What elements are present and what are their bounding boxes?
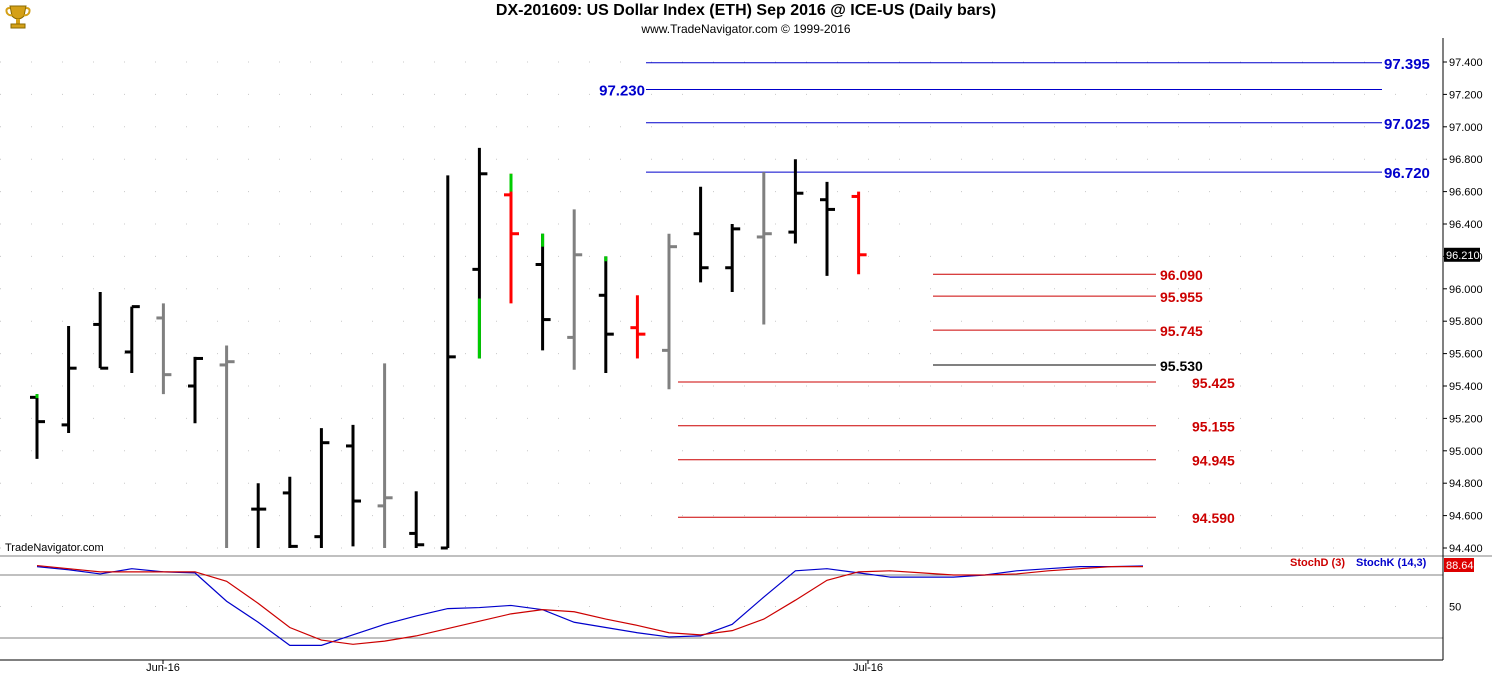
price-bar bbox=[251, 483, 267, 548]
price-bar bbox=[820, 181, 835, 276]
price-bar bbox=[535, 233, 551, 351]
stochastic-panel bbox=[36, 564, 1144, 646]
price-bar bbox=[567, 209, 583, 370]
price-bar bbox=[93, 292, 109, 370]
y-tick-label: 95.200 bbox=[1449, 413, 1483, 425]
y-tick-label: 97.200 bbox=[1449, 89, 1483, 101]
price-bar bbox=[219, 345, 235, 548]
level-label-96.090: 96.090 bbox=[1160, 267, 1203, 283]
y-tick-label: 95.600 bbox=[1449, 349, 1483, 361]
last-price-label: 96.210 bbox=[1446, 250, 1480, 262]
price-bar bbox=[409, 491, 425, 548]
y-tick-label: 94.600 bbox=[1449, 511, 1483, 523]
y-tick-label: 96.000 bbox=[1449, 284, 1483, 296]
price-bar bbox=[504, 173, 519, 304]
y-tick-label: 96.400 bbox=[1449, 219, 1483, 231]
legend-stoch-k: StochK (14,3) bbox=[1356, 557, 1427, 569]
trophy-icon bbox=[5, 5, 31, 29]
level-label-94.590: 94.590 bbox=[1192, 510, 1235, 526]
stoch-legend: StochD (3) StochK (14,3) bbox=[1290, 557, 1427, 569]
level-label-97.395: 97.395 bbox=[1384, 56, 1430, 73]
price-bar bbox=[693, 186, 709, 283]
stoch-last-value-label: 88.64 bbox=[1446, 560, 1474, 572]
price-grid bbox=[0, 61, 1443, 549]
level-label-96.720: 96.720 bbox=[1384, 165, 1430, 182]
series-line-stoch-k bbox=[36, 565, 1144, 646]
price-bar bbox=[156, 303, 172, 395]
y-tick-label: 94.400 bbox=[1449, 543, 1483, 555]
price-bar bbox=[30, 394, 45, 459]
chart-title: DX-201609: US Dollar Index (ETH) Sep 201… bbox=[495, 2, 997, 19]
y-tick-label: 97.400 bbox=[1449, 57, 1483, 69]
watermark: TradeNavigator.com bbox=[5, 542, 104, 554]
legend-stoch-d: StochD (3) bbox=[1290, 557, 1345, 569]
price-bar bbox=[282, 476, 298, 548]
y-tick-label: 97.000 bbox=[1449, 122, 1483, 134]
level-label-97.025: 97.025 bbox=[1384, 116, 1430, 133]
y-tick-label: 96.800 bbox=[1449, 154, 1483, 166]
stochastic-grid bbox=[0, 555, 1492, 661]
series-line-stoch-d bbox=[36, 564, 1143, 645]
price-bar bbox=[851, 191, 867, 275]
y-tick-label: 95.800 bbox=[1449, 316, 1483, 328]
level-lines: 97.395 97.230 97.025 96.720 96.090 95.955 95.7… bbox=[599, 56, 1430, 526]
price-bar bbox=[630, 295, 646, 359]
price-bar bbox=[756, 172, 772, 325]
y-tick-label: 95.400 bbox=[1449, 381, 1483, 393]
level-label-95.955: 95.955 bbox=[1160, 289, 1203, 305]
price-bar bbox=[188, 356, 203, 424]
axes: 97.400 97.200 97.000 96.800 96.600 96.400 96.2… bbox=[0, 57, 1483, 674]
y-tick-label: 95.000 bbox=[1449, 446, 1483, 458]
price-bar bbox=[346, 424, 361, 547]
price-bar bbox=[598, 256, 614, 374]
stoch-y-tick-label: 50 bbox=[1449, 602, 1461, 614]
price-bar bbox=[124, 305, 140, 374]
level-label-95.155: 95.155 bbox=[1192, 419, 1235, 435]
price-bar bbox=[725, 224, 741, 293]
x-tick-label: Jul-16 bbox=[853, 662, 883, 674]
price-bar bbox=[662, 233, 677, 390]
price-bar bbox=[472, 147, 488, 359]
stoch-last-value-box bbox=[1444, 558, 1474, 572]
y-tick-label: 96.600 bbox=[1449, 187, 1483, 199]
level-label-97.230: 97.230 bbox=[599, 83, 645, 100]
last-price-box bbox=[1444, 247, 1480, 262]
price-bars bbox=[30, 147, 867, 550]
level-label-95.530: 95.530 bbox=[1160, 358, 1203, 374]
level-label-95.425: 95.425 bbox=[1192, 375, 1235, 391]
price-bar bbox=[61, 326, 77, 433]
chart-subtitle: www.TradeNavigator.com © 1999-2016 bbox=[641, 22, 851, 36]
level-label-94.945: 94.945 bbox=[1192, 453, 1235, 469]
level-label-95.745: 95.745 bbox=[1160, 323, 1203, 339]
y-tick-label: 94.800 bbox=[1449, 478, 1483, 490]
price-bar bbox=[314, 428, 330, 548]
price-bar bbox=[440, 175, 456, 550]
price-bar bbox=[377, 363, 393, 548]
price-bar bbox=[788, 159, 804, 244]
x-tick-label: Jun-16 bbox=[146, 662, 180, 674]
